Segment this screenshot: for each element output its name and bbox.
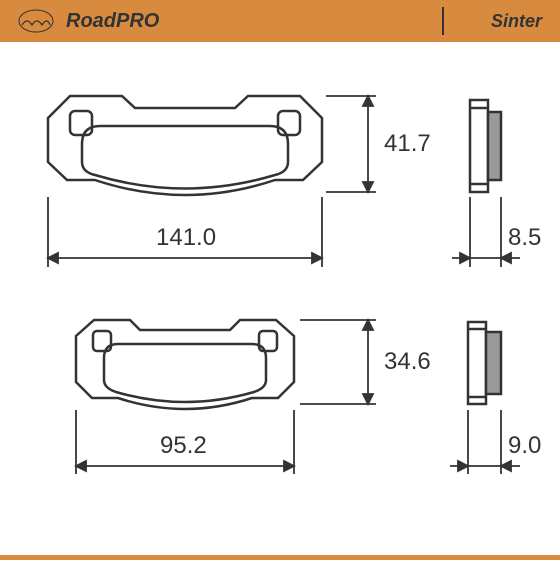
header-bar: RoadPRO Sinter [0,0,560,42]
variant-label: Sinter [491,11,542,32]
diagram-area: 41.7 141.0 8.5 34.6 95.2 9.0 [0,42,560,560]
dim-height-bottom: 34.6 [384,348,431,376]
dim-width-bottom: 95.2 [160,432,207,460]
dim-thick-top: 8.5 [508,224,541,252]
brake-pad-diagram [0,42,560,560]
dim-height-top: 41.7 [384,130,431,158]
dim-thick-bottom: 9.0 [508,432,541,460]
brand-title: RoadPRO [66,10,159,33]
dim-width-top: 141.0 [156,224,216,252]
brand-block: RoadPRO [18,9,159,33]
footer-strip [0,555,560,560]
brand-logo-icon [18,9,54,33]
brand-divider [442,7,444,35]
